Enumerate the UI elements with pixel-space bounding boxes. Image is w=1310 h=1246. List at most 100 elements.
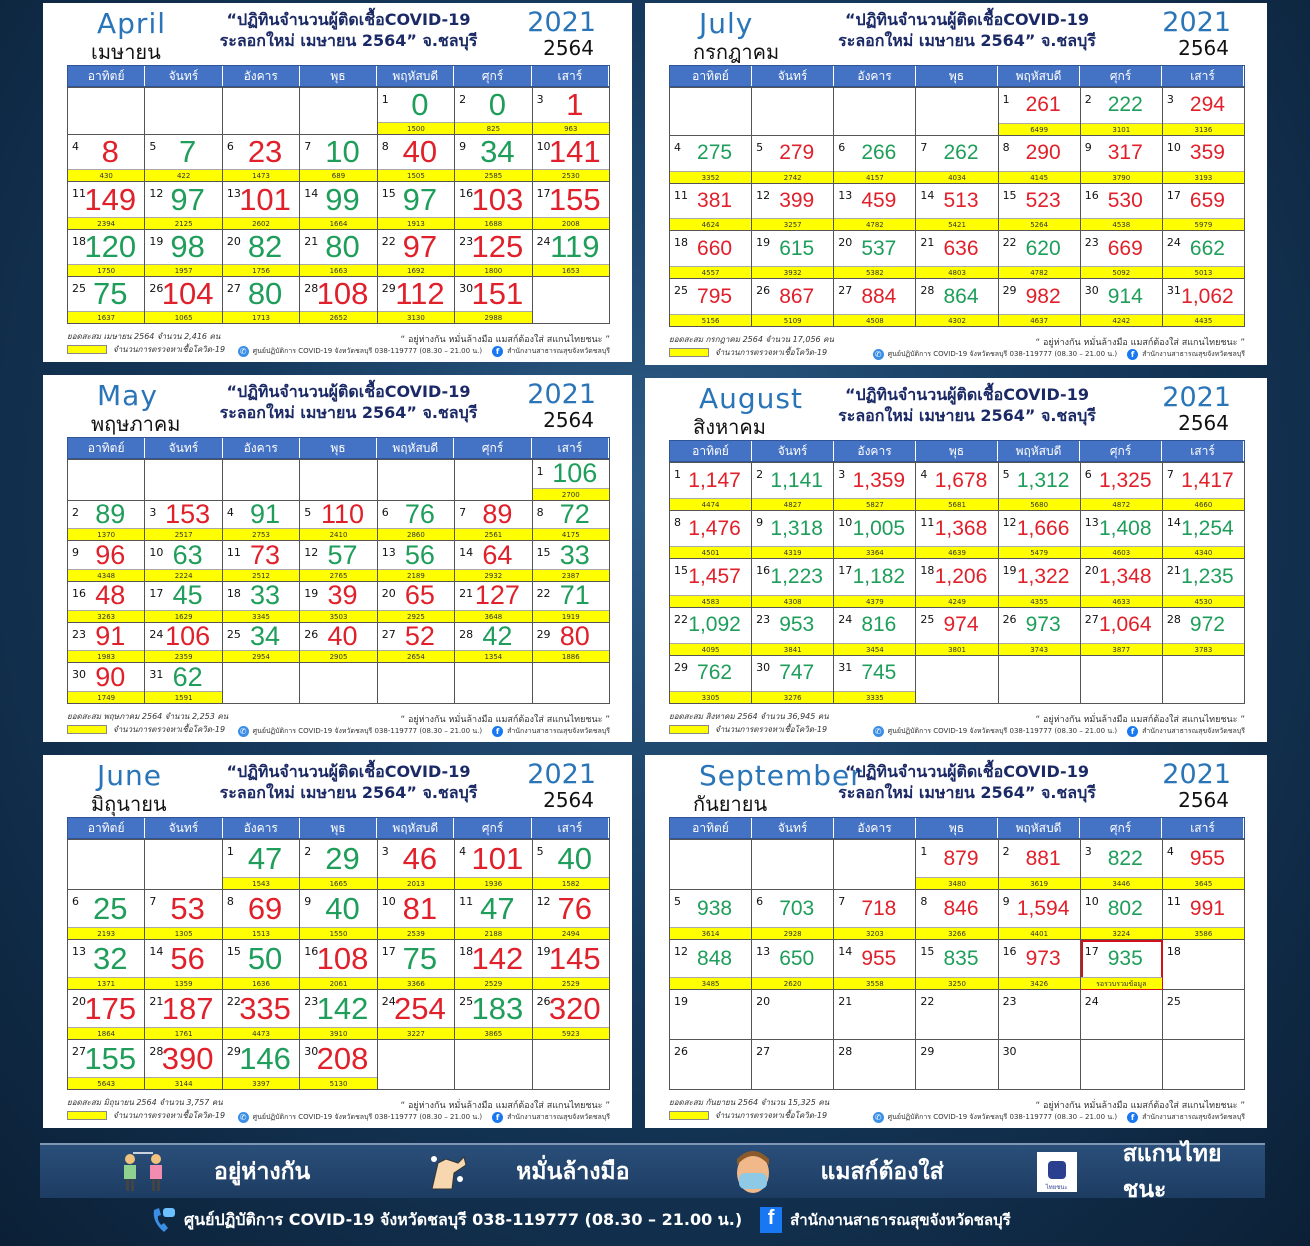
daily-cases: 112: [395, 276, 445, 311]
day-number: 2: [304, 845, 312, 858]
year-th: 2564: [1178, 36, 1229, 60]
daily-tests: 5923: [532, 1027, 609, 1039]
month-name-th: มิถุนายน: [91, 792, 167, 816]
day-number: 24: [838, 612, 853, 626]
day-cell: [455, 663, 533, 704]
cumulative-total: ยอดสะสม พฤษภาคม 2564 จำนวน 2,253 คน: [67, 712, 229, 721]
day-cell: 29 112 3130: [377, 276, 456, 324]
daily-cases: 69: [247, 890, 283, 926]
day-cell: 14 64 2932: [455, 541, 533, 582]
facebook-icon[interactable]: f: [492, 1112, 504, 1123]
daily-tests: 3366: [377, 977, 455, 989]
day-number: 30: [72, 668, 86, 682]
contact-line: ✆ ศูนย์ปฏิบัติการ COVID-19 จังหวัดชลบุรี …: [872, 349, 1245, 360]
day-cell: 8 72 4175: [532, 500, 610, 542]
day-cell: 28: [834, 1040, 917, 1090]
facebook-icon[interactable]: f: [492, 726, 504, 737]
daily-tests: 1750: [68, 263, 145, 276]
daily-tests: 3257: [752, 218, 834, 231]
weekday-label: พุธ: [300, 438, 378, 458]
facebook-icon[interactable]: f: [760, 1207, 783, 1233]
calendar-header: April เมษายน “ปฏิทินจำนวนผู้ติดเชื้อCOVID-…: [67, 3, 610, 65]
day-cell: 22 97 1692: [377, 229, 456, 277]
daily-tests: 1713: [222, 311, 300, 323]
office-text: สำนักงานสาธารณสุขจังหวัดชลบุรี: [1142, 727, 1245, 735]
day-cell: [532, 1040, 610, 1090]
daily-tests: 1983: [68, 650, 145, 663]
year-th: 2564: [543, 788, 594, 812]
day-cell: 25 75 1637: [68, 276, 146, 324]
day-cell: 22 620 4782: [998, 231, 1081, 280]
daily-tests: 2753: [222, 528, 300, 541]
daily-tests: 2494: [532, 927, 609, 939]
day-number: 15: [536, 546, 551, 560]
day-cell: 23 91 1983: [68, 622, 146, 664]
weekday-label: พฤหัสบดี: [998, 441, 1080, 461]
day-cell: 21 1,235 4530: [1162, 559, 1245, 608]
day-cell: 11 1,368 4639: [916, 511, 999, 560]
daily-cases: 65: [404, 582, 435, 611]
daily-cases: 47: [247, 840, 283, 876]
daily-cases: 153: [165, 500, 211, 529]
hotline-text: ศูนย์ปฏิบัติการ COVID-19 จังหวัดชลบุรี 0…: [184, 1209, 743, 1229]
daily-cases: 972: [1189, 613, 1225, 637]
day-cell: 14 56 1359: [145, 940, 223, 990]
day-cell: 3 1 963: [532, 88, 610, 136]
weekday-header-row: อาทิตย์ จันทร์ อังคาร พุธ พฤหัสบดี ศุกร์ เสาร์: [669, 440, 1245, 462]
daily-cases: 795: [697, 284, 733, 308]
weekday-label: เสาร์: [1162, 818, 1244, 838]
daily-tests: 1665: [300, 877, 377, 889]
day-cell: 6 1,325 4872: [1080, 463, 1163, 512]
tests-legend: จำนวนการตรวจหาเชื้อโควิด-19: [669, 723, 827, 736]
facebook-icon[interactable]: f: [492, 346, 504, 357]
day-cell: 2 29 1665: [300, 840, 378, 890]
daily-tests: 2512: [222, 569, 300, 581]
day-cell: 14 513 5421: [916, 183, 999, 232]
day-number: 2: [756, 468, 764, 481]
daily-tests: 1756: [222, 263, 300, 276]
daily-cases: 8: [101, 135, 119, 170]
day-cell: [145, 840, 223, 890]
day-cell: 1 879 3480: [916, 840, 999, 890]
daily-tests: 5421: [916, 218, 998, 231]
day-number: 21: [459, 587, 474, 600]
day-number: 19: [674, 995, 688, 1008]
day-cell: 20: [752, 990, 835, 1040]
daily-cases: 1,457: [688, 564, 741, 588]
day-cell: 20 1,348 4633: [1080, 559, 1163, 608]
daily-tests: 1653: [532, 263, 609, 276]
day-number: 26: [756, 284, 771, 298]
day-number: 9: [304, 895, 312, 908]
calendar-footer: ยอดสะสม กรกฎาคม 2564 จำนวน 17,056 คน จำนว…: [669, 327, 1245, 365]
day-cell: 15 523 5264: [998, 183, 1081, 232]
facebook-icon[interactable]: f: [1127, 1112, 1139, 1123]
facebook-icon[interactable]: f: [1127, 349, 1139, 360]
social-distance-icon: [124, 1151, 162, 1191]
day-number: 21: [838, 995, 853, 1008]
daily-tests: 3454: [834, 642, 916, 655]
phone-icon: ✆: [872, 349, 884, 360]
day-number: 8: [920, 895, 928, 908]
day-number: 21: [304, 234, 319, 248]
daily-cases: 145: [548, 940, 601, 976]
day-cell: [68, 88, 146, 136]
daily-cases: 879: [943, 846, 979, 870]
facebook-icon[interactable]: f: [1127, 726, 1139, 737]
day-number: 17: [838, 564, 853, 578]
daily-tests: 1591: [145, 691, 222, 703]
weekday-label: พุธ: [916, 441, 998, 461]
weekday-header-row: อาทิตย์ จันทร์ อังคาร พุธ พฤหัสบดี ศุกร์ เสาร์: [67, 437, 610, 459]
day-number: 12: [149, 187, 164, 201]
day-number: 30: [1084, 284, 1099, 298]
day-cell: 31 62 1591: [145, 663, 223, 704]
slogan: “ อยู่ห่างกัน หมั่นล้างมือ แมสก์ต้องใส่ …: [400, 335, 610, 345]
hotline-text: ศูนย์ปฏิบัติการ COVID-19 จังหวัดชลบุรี 0…: [252, 727, 483, 735]
daily-cases: 935: [1107, 946, 1143, 970]
day-number: 13: [72, 945, 86, 958]
day-number: 10: [149, 546, 164, 560]
daily-cases: 101: [239, 182, 291, 217]
calendar-grid: 1 47 1543 2 29 1665 3 46 2013 4 101 1936 5 40 1582 6 25 2…: [67, 839, 610, 1090]
daily-cases: 650: [779, 946, 815, 970]
day-cell: [377, 460, 456, 501]
calendar-footer: ยอดสะสม เมษายน 2564 จำนวน 2,416 คน จำนวนก…: [67, 324, 610, 362]
